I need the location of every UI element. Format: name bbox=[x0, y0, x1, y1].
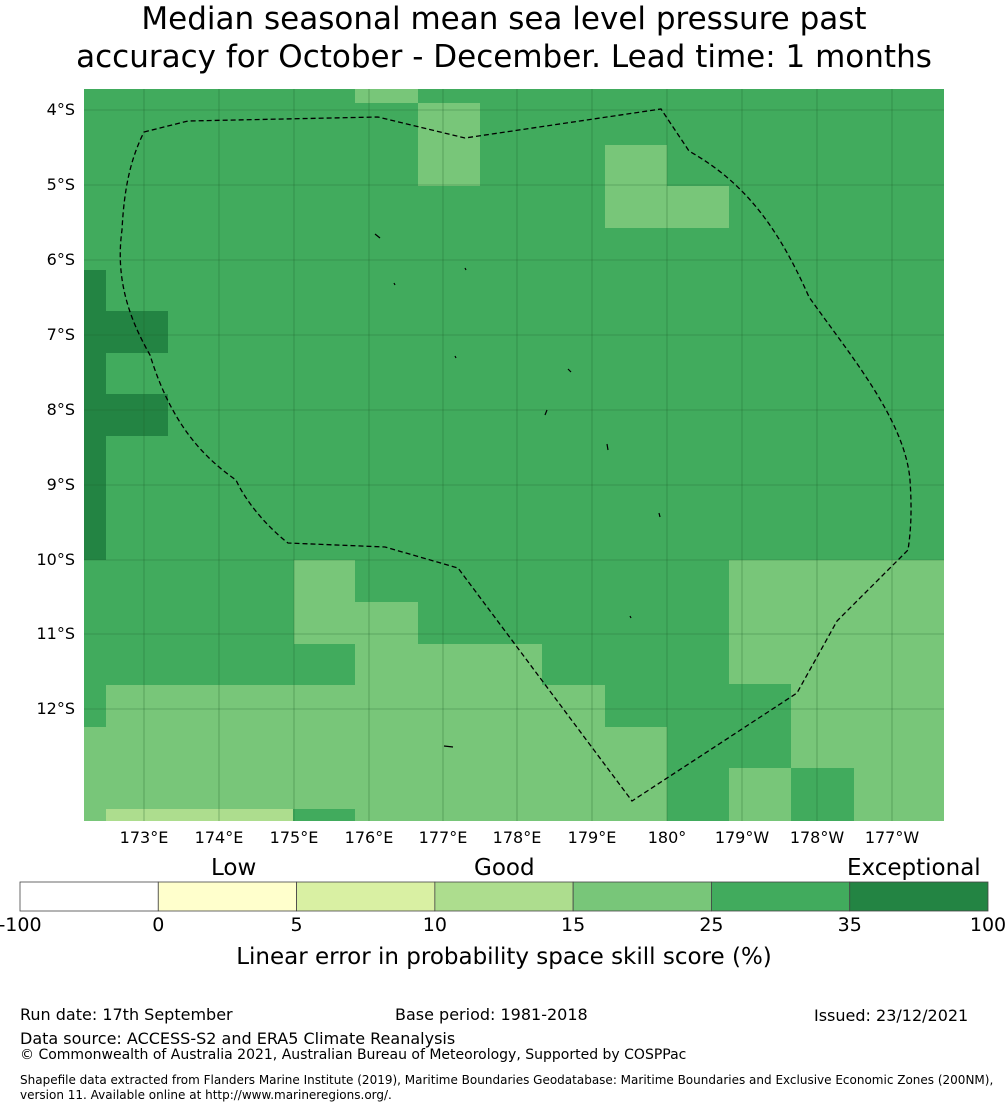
grid-cell bbox=[106, 311, 168, 353]
category-good: Good bbox=[474, 855, 535, 881]
colorbar-segment bbox=[711, 881, 851, 912]
colorbar-label: Linear error in probability space skill … bbox=[236, 944, 772, 970]
graticule bbox=[84, 89, 944, 821]
run-date: Run date: 17th September bbox=[20, 1005, 233, 1024]
colorbar-tick: 35 bbox=[837, 914, 862, 936]
lat-label: 8°S bbox=[46, 400, 75, 419]
category-exceptional: Exceptional bbox=[847, 855, 981, 881]
grid-cell bbox=[355, 89, 418, 103]
colorbar-segment bbox=[296, 881, 436, 912]
grid-cell bbox=[84, 270, 106, 560]
colorbar-tick: -100 bbox=[0, 914, 42, 936]
base-period: Base period: 1981-2018 bbox=[395, 1005, 588, 1024]
island bbox=[464, 267, 467, 271]
lon-label: 176°E bbox=[344, 828, 394, 847]
island bbox=[606, 443, 609, 451]
island bbox=[374, 233, 381, 239]
lon-label: 179°E bbox=[567, 828, 617, 847]
grid-cell bbox=[294, 602, 418, 644]
lat-label: 12°S bbox=[36, 699, 75, 718]
category-low: Low bbox=[211, 855, 257, 881]
grid-cell bbox=[106, 809, 293, 821]
colorbar-segment bbox=[434, 881, 574, 912]
colorbar-tick: 10 bbox=[422, 914, 447, 936]
grid-cell bbox=[605, 145, 667, 228]
title-line-1: Median seasonal mean sea level pressure … bbox=[141, 1, 867, 37]
grid-cell bbox=[605, 727, 667, 821]
island bbox=[544, 409, 548, 416]
grid-cell bbox=[729, 560, 791, 684]
colorbar-segment bbox=[157, 881, 297, 912]
island bbox=[567, 368, 572, 373]
colorbar bbox=[19, 881, 989, 912]
shapefile-credit-2: version 11. Available online at http://w… bbox=[20, 1088, 392, 1102]
island bbox=[443, 745, 454, 748]
colorbar-segment bbox=[19, 881, 159, 912]
lon-label: 177°E bbox=[418, 828, 468, 847]
issued-date: Issued: 23/12/2021 bbox=[814, 1006, 969, 1025]
lat-label: 5°S bbox=[46, 175, 75, 194]
lon-label: 178°E bbox=[492, 828, 542, 847]
islands bbox=[374, 233, 661, 748]
lon-label: 177°W bbox=[864, 828, 920, 847]
skill-score-grid bbox=[84, 89, 944, 821]
grid-cell bbox=[106, 394, 168, 436]
grid-cell bbox=[84, 727, 106, 821]
colorbar-segment bbox=[572, 881, 712, 912]
grid-cell bbox=[418, 103, 480, 186]
island bbox=[629, 615, 632, 619]
lat-label: 4°S bbox=[46, 100, 75, 119]
lon-label: 178°W bbox=[789, 828, 845, 847]
colorbar-tick: 0 bbox=[152, 914, 165, 936]
grid-cell bbox=[791, 560, 944, 768]
lon-label: 180° bbox=[647, 828, 687, 847]
island bbox=[454, 355, 457, 359]
eez-boundary bbox=[119, 108, 912, 802]
lat-label: 11°S bbox=[36, 624, 75, 643]
grid-cell bbox=[729, 768, 791, 821]
lon-label: 174°E bbox=[194, 828, 244, 847]
lon-label: 179°W bbox=[714, 828, 770, 847]
lat-label: 10°S bbox=[36, 550, 75, 569]
colorbar-tick: 100 bbox=[969, 914, 1007, 936]
shapefile-credit-1: Shapefile data extracted from Flanders M… bbox=[20, 1073, 994, 1087]
grid-cell bbox=[355, 644, 542, 686]
lat-label: 7°S bbox=[46, 325, 75, 344]
title-line-2: accuracy for October - December. Lead ti… bbox=[76, 39, 932, 75]
colorbar-tick: 25 bbox=[699, 914, 724, 936]
colorbar-segment bbox=[849, 881, 989, 912]
chart-title: Median seasonal mean sea level pressure … bbox=[0, 0, 1008, 76]
lat-label: 6°S bbox=[46, 250, 75, 269]
lat-label: 9°S bbox=[46, 475, 75, 494]
lon-label: 173°E bbox=[119, 828, 169, 847]
grid-cell bbox=[667, 186, 729, 228]
island bbox=[393, 282, 396, 286]
grid-cell bbox=[294, 560, 355, 602]
colorbar-tick: 15 bbox=[561, 914, 586, 936]
lon-label: 175°E bbox=[269, 828, 319, 847]
grid-cell bbox=[542, 685, 605, 725]
island bbox=[658, 512, 661, 518]
copyright: © Commonwealth of Australia 2021, Austra… bbox=[20, 1047, 687, 1063]
colorbar-tick: 5 bbox=[290, 914, 303, 936]
grid-cell bbox=[854, 768, 944, 821]
data-source: Data source: ACCESS-S2 and ERA5 Climate … bbox=[20, 1029, 456, 1048]
